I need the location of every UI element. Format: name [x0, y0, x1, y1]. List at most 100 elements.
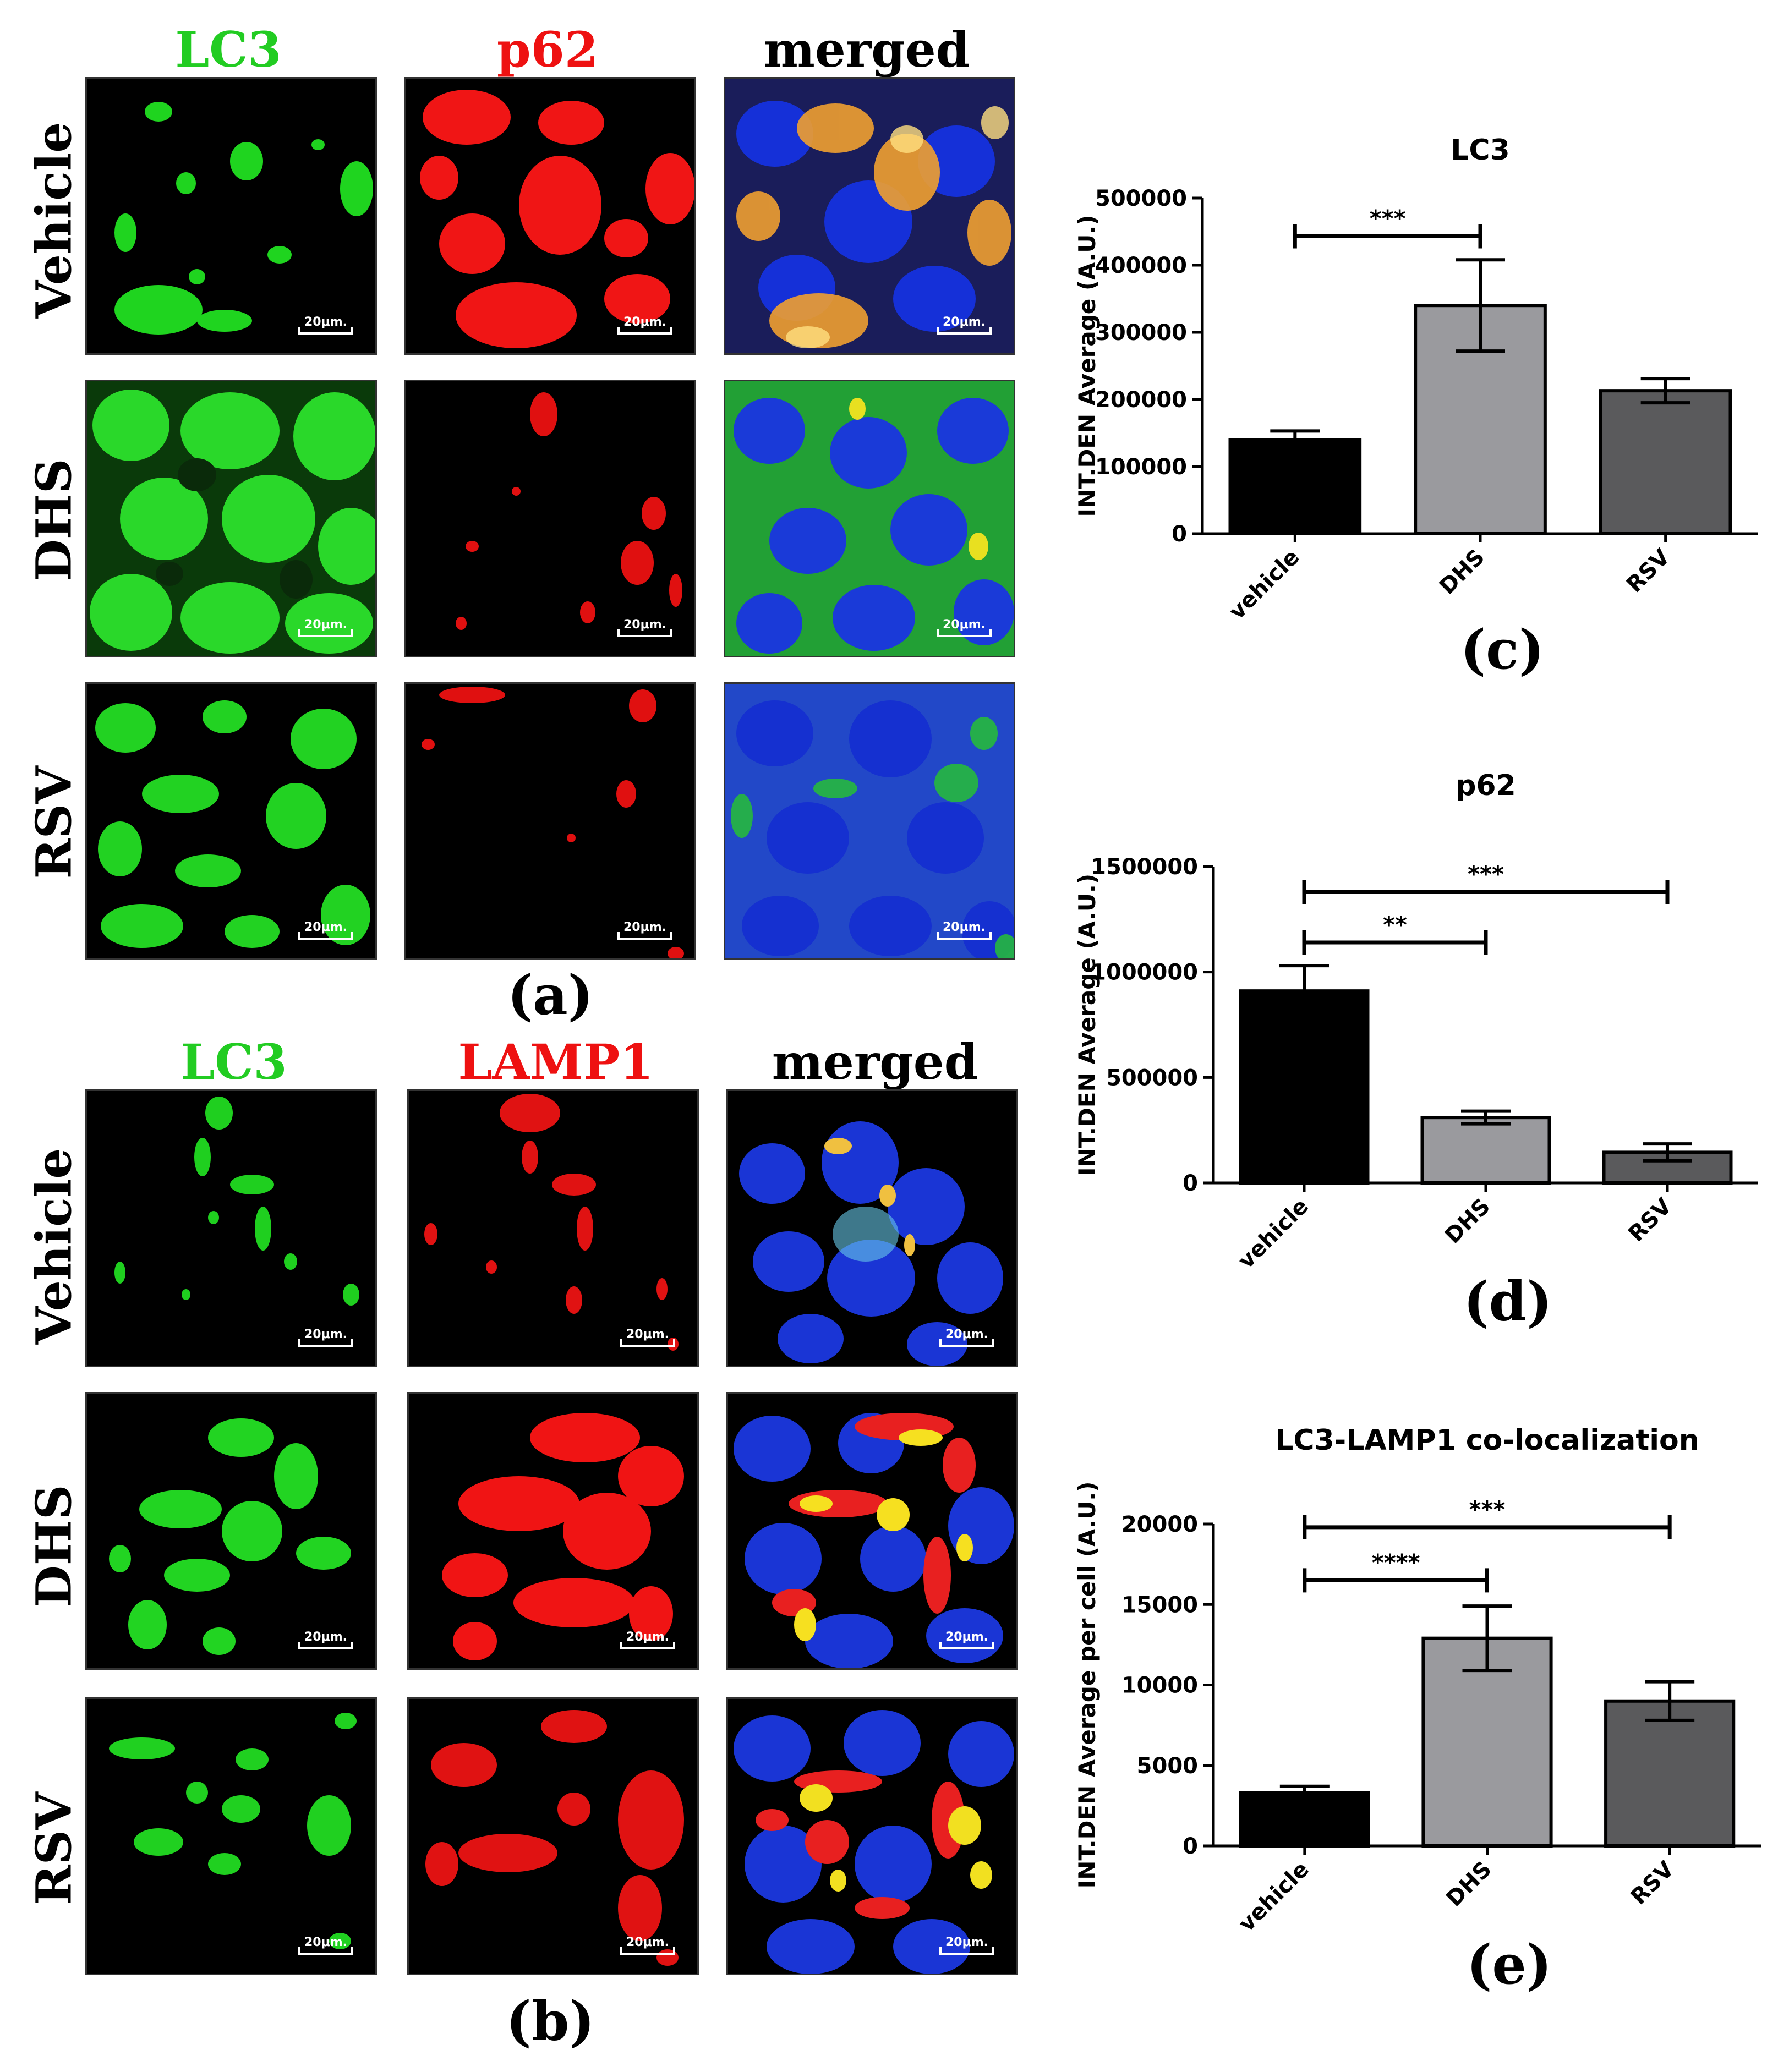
scale-bar-label: 20μm. — [304, 315, 348, 329]
micrograph-a-dhs-p62: 20μm. — [404, 380, 696, 657]
chart-e-svg: LC3-LAMP1 co-localization INT.DEN Average… — [1074, 1424, 1761, 1997]
chart-d-xtick-label: vehicle — [1233, 1194, 1314, 1274]
scale-bar: 20μm. — [620, 1936, 675, 1957]
micrograph-b-rsv-lc3: 20μm. — [85, 1697, 377, 1975]
chart-d-xtick-label: DHS — [1440, 1194, 1495, 1249]
chart-e-xtick-label: vehicle — [1234, 1857, 1314, 1937]
scale-bar: 20μm. — [298, 618, 353, 639]
scale-bar: 20μm. — [939, 1936, 994, 1957]
chart-d-svg: p62 INT.DEN Average (A.U.) 0 500000 1000000 1… — [1074, 769, 1758, 1334]
panel-a-col-label-lc3: LC3 — [175, 21, 282, 78]
panel-b-row-label-dhs: DHS — [25, 1484, 83, 1608]
scale-bar-label: 20μm. — [304, 1630, 348, 1644]
chart-d-sig-label: ** — [1383, 911, 1407, 938]
panel-a-col-label-p62: p62 — [497, 21, 598, 78]
chart-e-ytick-label: 10000 — [1121, 1673, 1198, 1698]
scale-bar: 20μm. — [937, 316, 992, 337]
chart-c-ytick-label: 100000 — [1095, 454, 1187, 480]
chart-d-ylabel: INT.DEN Average (A.U.) — [1074, 874, 1101, 1176]
chart-e-bar-rsv — [1604, 1699, 1736, 1848]
chart-d: p62 INT.DEN Average (A.U.) 0 500000 1000000 1… — [1073, 754, 1788, 1348]
panel-b-col-label-merged: merged — [772, 1033, 978, 1090]
chart-c-ylabel: INT.DEN Average (A.U.) — [1074, 215, 1101, 517]
scale-bar: 20μm. — [617, 921, 672, 942]
chart-d-sig-label: *** — [1468, 860, 1504, 887]
chart-e-ytick-label: 20000 — [1121, 1512, 1198, 1537]
chart-c-bar-rsv — [1599, 389, 1732, 535]
scale-bar: 20μm. — [298, 1328, 353, 1349]
panel-b-col-label-lamp1: LAMP1 — [458, 1033, 654, 1090]
chart-e-ytick-label: 15000 — [1121, 1592, 1198, 1618]
panel-b-col-label-lc3: LC3 — [180, 1033, 287, 1090]
panel-b-row-label-vehicle: Vehicle — [25, 1148, 83, 1345]
scale-bar: 20μm. — [937, 618, 992, 639]
panel-a-row-label-rsv: RSV — [25, 766, 83, 879]
scale-bar: 20μm. — [937, 921, 992, 942]
chart-e: LC3-LAMP1 co-localization INT.DEN Average… — [1073, 1408, 1788, 2014]
scale-bar-label: 20μm. — [626, 1936, 670, 1949]
chart-d-title: p62 — [1456, 769, 1516, 802]
chart-d-ytick-label: 500000 — [1106, 1065, 1198, 1090]
micrograph-a-vehicle-merged: 20μm. — [724, 77, 1015, 355]
scale-bar: 20μm. — [298, 921, 353, 942]
scale-bar-label: 20μm. — [945, 1936, 989, 1949]
chart-e-ytick-label: 0 — [1183, 1834, 1198, 1859]
scale-bar-label: 20μm. — [945, 1328, 989, 1341]
scale-bar: 20μm. — [298, 1936, 353, 1957]
micrograph-b-vehicle-lc3: 20μm. — [85, 1089, 377, 1367]
micrograph-a-rsv-merged: 20μm. — [724, 682, 1015, 960]
chart-e-xtick-label: DHS — [1442, 1857, 1497, 1912]
chart-c-xtick-label: vehicle — [1224, 545, 1305, 625]
chart-c-ytick-label: 400000 — [1095, 253, 1187, 278]
scale-bar-label: 20μm. — [623, 618, 667, 632]
scale-bar: 20μm. — [617, 316, 672, 337]
panel-a-letter: (a) — [507, 964, 594, 1027]
chart-e-title: LC3-LAMP1 co-localization — [1275, 1424, 1699, 1457]
micrograph-b-dhs-lamp1: 20μm. — [407, 1392, 699, 1670]
panel-a-row-label-vehicle: Vehicle — [25, 122, 83, 319]
micrograph-b-vehicle-merged: 20μm. — [726, 1089, 1018, 1367]
chart-d-letter: (d) — [1463, 1270, 1552, 1334]
micrograph-b-dhs-lc3: 20μm. — [85, 1392, 377, 1670]
chart-c-xtick-label: DHS — [1435, 545, 1490, 600]
scale-bar-label: 20μm. — [626, 1328, 670, 1341]
micrograph-b-vehicle-lamp1: 20μm. — [407, 1089, 699, 1367]
chart-c-ytick-label: 0 — [1172, 522, 1187, 547]
micrograph-a-rsv-p62: 20μm. — [404, 682, 696, 960]
chart-c-bar-vehicle — [1228, 438, 1362, 536]
scale-bar-label: 20μm. — [304, 920, 348, 934]
scale-bar-label: 20μm. — [626, 1630, 670, 1644]
chart-c-ytick-label: 200000 — [1095, 387, 1187, 413]
scale-bar-label: 20μm. — [623, 315, 667, 329]
chart-d-bar-dhs — [1420, 1116, 1551, 1185]
micrograph-a-dhs-lc3: 20μm. — [85, 380, 377, 657]
scale-bar-label: 20μm. — [623, 920, 667, 934]
chart-e-letter: (e) — [1467, 1933, 1552, 1997]
chart-c-svg: LC3 INT.DEN Average (A.U.) 0 100000 200000 30… — [1074, 134, 1758, 682]
micrograph-b-rsv-lamp1: 20μm. — [407, 1697, 699, 1975]
chart-d-bar-vehicle — [1239, 989, 1370, 1185]
panel-b-row-label-rsv: RSV — [25, 1792, 83, 1905]
chart-d-xtick-label: RSV — [1623, 1194, 1677, 1247]
chart-c-xtick-label: RSV — [1622, 545, 1675, 598]
scale-bar: 20μm. — [298, 316, 353, 337]
chart-d-ytick-label: 1500000 — [1091, 854, 1198, 880]
chart-c-ytick-label: 500000 — [1095, 186, 1187, 211]
chart-c-letter: (c) — [1460, 618, 1544, 682]
chart-c: LC3 INT.DEN Average (A.U.) 0 100000 200000 30… — [1073, 118, 1788, 701]
scale-bar: 20μm. — [298, 1631, 353, 1652]
scale-bar: 20μm. — [620, 1631, 675, 1652]
scale-bar-label: 20μm. — [304, 1936, 348, 1949]
scale-bar-label: 20μm. — [304, 1328, 348, 1341]
micrograph-a-rsv-lc3: 20μm. — [85, 682, 377, 960]
scale-bar: 20μm. — [617, 618, 672, 639]
chart-e-ylabel: INT.DEN Average per cell (A.U.) — [1074, 1482, 1101, 1889]
panel-b-letter: (b) — [506, 1990, 595, 2053]
scale-bar-label: 20μm. — [304, 618, 348, 632]
chart-e-xtick-label: RSV — [1626, 1857, 1679, 1910]
chart-c-ytick-label: 300000 — [1095, 320, 1187, 346]
panel-a-col-label-merged: merged — [763, 21, 970, 78]
micrograph-a-vehicle-p62: 20μm. — [404, 77, 696, 355]
scale-bar-label: 20μm. — [945, 1630, 989, 1644]
